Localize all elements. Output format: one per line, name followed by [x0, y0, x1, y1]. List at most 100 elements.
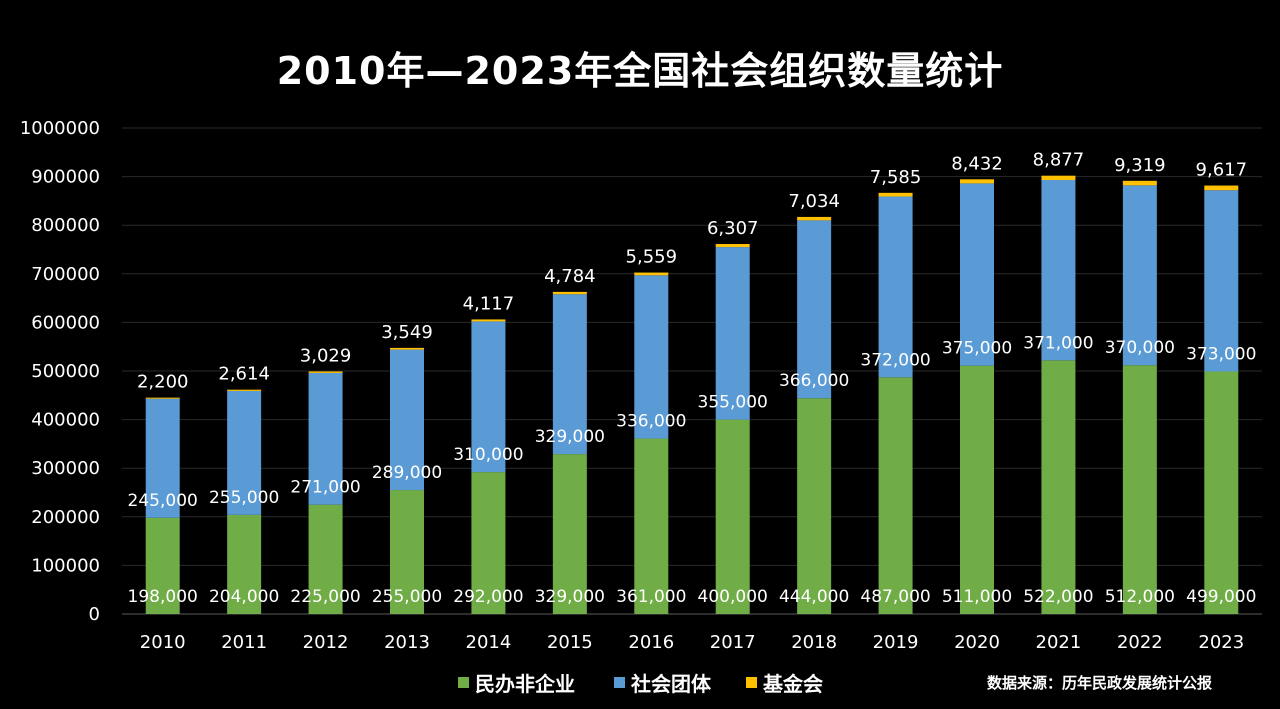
data-label-min-ban: 292,000 [453, 587, 523, 607]
legend: 民办非企业 社会团体 基金会 [0, 668, 1280, 698]
data-label-ji-jin: 2,200 [137, 372, 189, 393]
bar-0-2015 [552, 454, 587, 614]
bar-1-2021 [1041, 180, 1076, 361]
legend-item-she-hui-tuan-ti: 社会团体 [614, 668, 711, 697]
data-label-she-tuan: 371,000 [1023, 333, 1093, 353]
data-label-min-ban: 255,000 [372, 587, 442, 607]
bar-0-2021 [1041, 360, 1076, 614]
bar-2-2010 [145, 397, 180, 399]
data-label-min-ban: 198,000 [128, 587, 198, 607]
x-tick-label: 2021 [1036, 632, 1082, 653]
data-label-ji-jin: 3,029 [300, 345, 352, 366]
bar-2-2015 [552, 291, 587, 295]
bar-1-2014 [471, 321, 506, 473]
bar-0-2017 [715, 419, 750, 614]
bar-2-2021 [1041, 175, 1076, 181]
bar-2-2018 [797, 216, 832, 221]
y-tick-label: 600000 [31, 312, 100, 333]
data-label-ji-jin: 9,617 [1196, 160, 1248, 181]
bar-1-2023 [1204, 190, 1239, 372]
bar-1-2015 [552, 294, 587, 455]
legend-label: 民办非企业 [475, 672, 575, 696]
data-label-ji-jin: 7,034 [788, 191, 840, 212]
x-tick-label: 2017 [710, 632, 756, 653]
data-label-she-tuan: 255,000 [209, 488, 279, 508]
x-tick-label: 2019 [873, 632, 919, 653]
y-tick-label: 1000000 [20, 118, 100, 139]
data-label-min-ban: 225,000 [290, 587, 360, 607]
data-label-min-ban: 499,000 [1186, 587, 1256, 607]
chart-title: 2010年—2023年全国社会组织数量统计 [276, 49, 1004, 93]
x-tick-label: 2014 [466, 632, 512, 653]
bar-0-2011 [227, 514, 262, 614]
data-label-min-ban: 204,000 [209, 587, 279, 607]
data-label-min-ban: 512,000 [1105, 587, 1175, 607]
bar-1-2013 [390, 349, 424, 491]
bar-1-2010 [145, 398, 180, 518]
data-label-she-tuan: 310,000 [453, 445, 523, 465]
y-tick-label: 700000 [31, 264, 100, 285]
bar-0-2020 [960, 365, 994, 614]
bar-0-2014 [471, 472, 506, 614]
x-tick-label: 2016 [628, 632, 674, 653]
bar-0-2018 [797, 398, 832, 614]
x-tick-label: 2011 [221, 632, 267, 653]
data-label-she-tuan: 289,000 [372, 463, 442, 483]
x-tick-label: 2023 [1198, 632, 1244, 653]
bar-2-2013 [390, 347, 424, 350]
bar-2-2019 [878, 192, 913, 197]
bar-0-2016 [634, 438, 669, 614]
data-label-min-ban: 511,000 [942, 587, 1012, 607]
data-label-she-tuan: 370,000 [1105, 338, 1175, 358]
y-tick-label: 0 [89, 604, 100, 625]
data-label-she-tuan: 245,000 [128, 491, 198, 511]
data-label-min-ban: 487,000 [860, 587, 930, 607]
bar-2-2023 [1204, 185, 1239, 191]
data-label-she-tuan: 336,000 [616, 412, 686, 432]
bar-2-2020 [960, 179, 994, 184]
data-label-ji-jin: 5,559 [626, 247, 678, 268]
data-label-she-tuan: 355,000 [698, 393, 768, 413]
bar-1-2019 [878, 196, 913, 378]
bar-1-2020 [960, 183, 994, 366]
data-label-min-ban: 444,000 [779, 587, 849, 607]
data-label-ji-jin: 2,614 [218, 364, 270, 385]
y-tick-label: 200000 [31, 507, 100, 528]
data-label-min-ban: 400,000 [698, 587, 768, 607]
data-label-ji-jin: 8,432 [951, 153, 1003, 174]
bar-1-2017 [715, 247, 750, 420]
data-label-she-tuan: 373,000 [1186, 344, 1256, 364]
data-label-ji-jin: 6,307 [707, 218, 759, 239]
bar-1-2011 [227, 390, 262, 515]
legend-swatch-yellow [746, 677, 757, 688]
bar-2-2011 [227, 389, 262, 391]
bar-1-2018 [797, 220, 832, 399]
y-tick-label: 500000 [31, 361, 100, 382]
data-label-min-ban: 361,000 [616, 587, 686, 607]
bar-1-2022 [1122, 185, 1157, 366]
data-label-min-ban: 329,000 [535, 587, 605, 607]
source-note: 数据来源：历年民政发展统计公报 [987, 674, 1213, 692]
data-label-ji-jin: 4,117 [463, 293, 515, 314]
bar-0-2012 [308, 504, 343, 614]
bar-0-2010 [145, 517, 180, 614]
data-label-she-tuan: 271,000 [290, 478, 360, 498]
y-tick-label: 100000 [31, 555, 100, 576]
bar-2-2014 [471, 319, 506, 322]
data-label-ji-jin: 7,585 [870, 167, 922, 188]
legend-label: 基金会 [763, 672, 823, 696]
y-tick-label: 800000 [31, 215, 100, 236]
x-tick-label: 2013 [384, 632, 430, 653]
y-tick-label: 900000 [31, 167, 100, 188]
x-tick-label: 2018 [791, 632, 837, 653]
data-label-ji-jin: 8,877 [1033, 150, 1085, 171]
x-tick-label: 2022 [1117, 632, 1163, 653]
data-label-she-tuan: 375,000 [942, 339, 1012, 359]
data-label-she-tuan: 329,000 [535, 427, 605, 447]
bar-1-2016 [634, 275, 669, 439]
bar-0-2019 [878, 377, 913, 614]
data-label-she-tuan: 366,000 [779, 371, 849, 391]
x-tick-label: 2015 [547, 632, 593, 653]
x-tick-label: 2012 [303, 632, 349, 653]
bar-0-2013 [390, 490, 424, 614]
